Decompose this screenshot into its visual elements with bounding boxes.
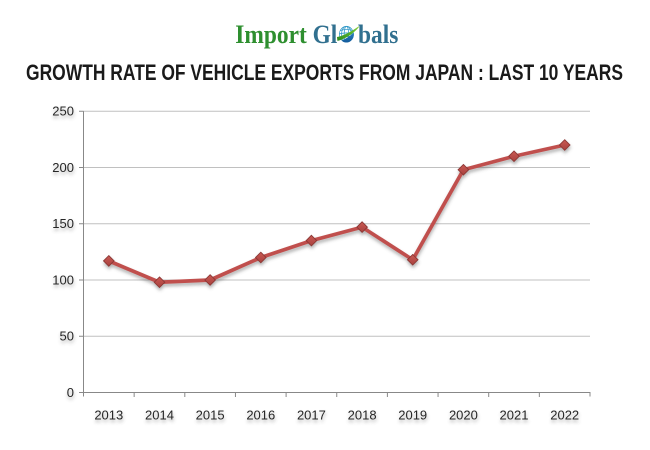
svg-text:250: 250 xyxy=(52,104,74,119)
svg-text:2013: 2013 xyxy=(94,408,123,423)
svg-text:2014: 2014 xyxy=(145,408,174,423)
svg-text:2018: 2018 xyxy=(348,408,377,423)
svg-text:2015: 2015 xyxy=(196,408,225,423)
svg-text:2020: 2020 xyxy=(449,408,478,423)
svg-text:2017: 2017 xyxy=(297,408,326,423)
svg-text:50: 50 xyxy=(60,329,74,344)
svg-text:2016: 2016 xyxy=(246,408,275,423)
svg-text:2019: 2019 xyxy=(398,408,427,423)
svg-text:150: 150 xyxy=(52,216,74,231)
svg-text:2022: 2022 xyxy=(550,408,579,423)
svg-text:100: 100 xyxy=(52,272,74,287)
svg-text:200: 200 xyxy=(52,160,74,175)
svg-text:0: 0 xyxy=(67,385,74,400)
svg-text:2021: 2021 xyxy=(500,408,529,423)
